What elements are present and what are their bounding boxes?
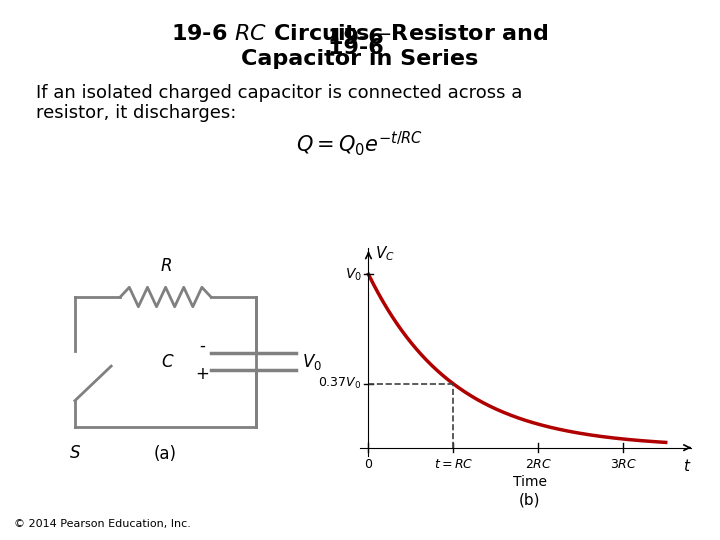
Text: If an isolated charged capacitor is connected across a: If an isolated charged capacitor is conn… <box>36 84 523 102</box>
Text: (b): (b) <box>519 492 541 508</box>
Text: © 2014 Pearson Education, Inc.: © 2014 Pearson Education, Inc. <box>14 519 192 529</box>
Text: $V_0$: $V_0$ <box>302 352 322 372</box>
Text: $Q = Q_0 e^{-t/RC}$: $Q = Q_0 e^{-t/RC}$ <box>297 130 423 158</box>
Text: 19-6: 19-6 <box>328 38 392 58</box>
Text: $V_C$: $V_C$ <box>375 244 395 263</box>
Text: 19-6: 19-6 <box>328 28 392 49</box>
Text: (a): (a) <box>154 446 177 463</box>
Text: $R$: $R$ <box>160 258 171 275</box>
Text: $0.37V_0$: $0.37V_0$ <box>318 376 361 392</box>
Text: -: - <box>199 337 204 355</box>
Text: resistor, it discharges:: resistor, it discharges: <box>36 104 236 122</box>
Text: Capacitor in Series: Capacitor in Series <box>241 49 479 69</box>
Text: Time: Time <box>513 475 547 489</box>
Text: $t$: $t$ <box>683 458 691 474</box>
Text: 0: 0 <box>364 458 372 471</box>
Text: $t = RC$: $t = RC$ <box>433 458 473 471</box>
Text: $C$: $C$ <box>161 353 175 371</box>
Text: +: + <box>195 365 209 383</box>
Text: $2RC$: $2RC$ <box>525 458 552 471</box>
Text: $V_0$: $V_0$ <box>345 266 361 282</box>
Text: $3RC$: $3RC$ <box>610 458 636 471</box>
Text: $S$: $S$ <box>69 444 81 462</box>
Text: 19-6 $\mathbf{\mathit{RC}}$ Circuits—Resistor and: 19-6 $\mathbf{\mathit{RC}}$ Circuits—Res… <box>171 24 549 44</box>
